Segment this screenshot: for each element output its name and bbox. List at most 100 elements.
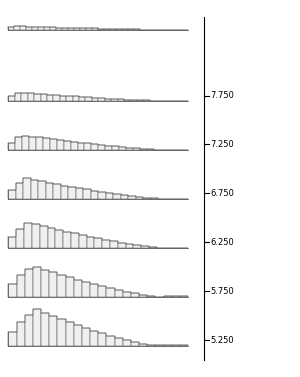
Text: 5.250: 5.250 bbox=[211, 336, 234, 345]
Bar bbox=[34, 93, 41, 101]
Bar bbox=[164, 345, 172, 346]
Bar bbox=[8, 332, 16, 346]
Bar bbox=[33, 310, 41, 346]
Bar bbox=[40, 94, 47, 101]
Bar bbox=[86, 28, 92, 30]
Bar bbox=[20, 26, 26, 30]
Bar bbox=[149, 247, 157, 248]
Bar bbox=[15, 93, 21, 101]
Bar bbox=[60, 95, 66, 101]
Bar bbox=[126, 244, 134, 248]
Bar bbox=[94, 238, 102, 248]
Bar bbox=[90, 284, 98, 297]
Bar bbox=[8, 143, 15, 150]
Bar bbox=[21, 93, 28, 101]
Bar bbox=[79, 235, 87, 248]
Bar bbox=[118, 99, 124, 101]
Bar bbox=[38, 27, 44, 30]
Bar bbox=[92, 144, 98, 150]
Bar bbox=[180, 296, 188, 297]
Text: 7.250: 7.250 bbox=[211, 140, 234, 149]
Bar bbox=[61, 185, 68, 199]
Bar bbox=[68, 28, 74, 30]
Bar bbox=[98, 98, 105, 101]
Bar bbox=[92, 29, 98, 30]
Bar bbox=[31, 180, 38, 199]
Bar bbox=[143, 198, 151, 199]
Bar bbox=[106, 288, 115, 297]
Bar bbox=[58, 319, 66, 346]
Bar bbox=[130, 100, 137, 101]
Bar bbox=[140, 29, 146, 30]
Bar bbox=[113, 194, 121, 199]
Bar bbox=[16, 322, 25, 346]
Bar bbox=[106, 193, 113, 199]
Bar bbox=[85, 97, 92, 101]
Bar bbox=[111, 99, 118, 101]
Bar bbox=[56, 28, 62, 30]
Bar bbox=[47, 228, 55, 248]
Bar bbox=[38, 181, 46, 199]
Text: 5.750: 5.750 bbox=[211, 287, 234, 296]
Bar bbox=[90, 331, 98, 346]
Bar bbox=[98, 145, 105, 150]
Bar bbox=[32, 27, 38, 30]
Bar bbox=[172, 296, 180, 297]
Bar bbox=[172, 345, 180, 346]
Bar bbox=[124, 100, 130, 101]
Bar bbox=[79, 97, 85, 101]
Bar bbox=[112, 146, 119, 150]
Bar bbox=[58, 275, 66, 297]
Bar bbox=[47, 95, 53, 101]
Bar bbox=[49, 316, 58, 346]
Bar bbox=[50, 28, 56, 30]
Bar bbox=[8, 27, 14, 30]
Bar bbox=[106, 336, 115, 346]
Bar bbox=[68, 187, 76, 199]
Bar bbox=[49, 272, 58, 297]
Bar bbox=[110, 241, 118, 248]
Bar bbox=[180, 345, 188, 346]
Bar bbox=[82, 328, 90, 346]
Bar bbox=[83, 190, 91, 199]
Bar bbox=[126, 148, 133, 150]
Bar bbox=[8, 190, 16, 199]
Bar bbox=[46, 183, 53, 199]
Bar bbox=[85, 144, 92, 150]
Bar bbox=[8, 285, 16, 297]
Bar bbox=[105, 98, 111, 101]
Bar bbox=[71, 233, 79, 248]
Bar bbox=[43, 138, 50, 150]
Bar bbox=[74, 28, 80, 30]
Bar bbox=[16, 229, 24, 248]
Bar bbox=[26, 27, 32, 30]
Text: 6.750: 6.750 bbox=[211, 189, 234, 198]
Bar bbox=[116, 29, 122, 30]
Bar bbox=[128, 29, 134, 30]
Bar bbox=[41, 313, 49, 346]
Bar bbox=[50, 139, 57, 150]
Bar bbox=[66, 277, 74, 297]
Bar bbox=[23, 178, 31, 199]
Bar bbox=[22, 136, 29, 150]
Bar bbox=[29, 136, 36, 150]
Bar bbox=[134, 29, 140, 30]
Bar bbox=[53, 95, 60, 101]
Bar bbox=[73, 97, 79, 101]
Bar bbox=[98, 286, 106, 297]
Bar bbox=[14, 26, 20, 30]
Bar bbox=[92, 98, 98, 101]
Text: 7.750: 7.750 bbox=[211, 91, 234, 100]
Bar bbox=[33, 267, 41, 297]
Bar bbox=[76, 188, 83, 199]
Bar bbox=[53, 184, 61, 199]
Bar bbox=[104, 29, 110, 30]
Bar bbox=[105, 146, 112, 150]
Bar bbox=[147, 345, 155, 346]
Bar bbox=[147, 149, 154, 150]
Bar bbox=[28, 93, 34, 101]
Bar bbox=[64, 141, 71, 150]
Bar bbox=[78, 143, 85, 150]
Bar bbox=[71, 142, 78, 150]
Bar bbox=[123, 340, 131, 346]
